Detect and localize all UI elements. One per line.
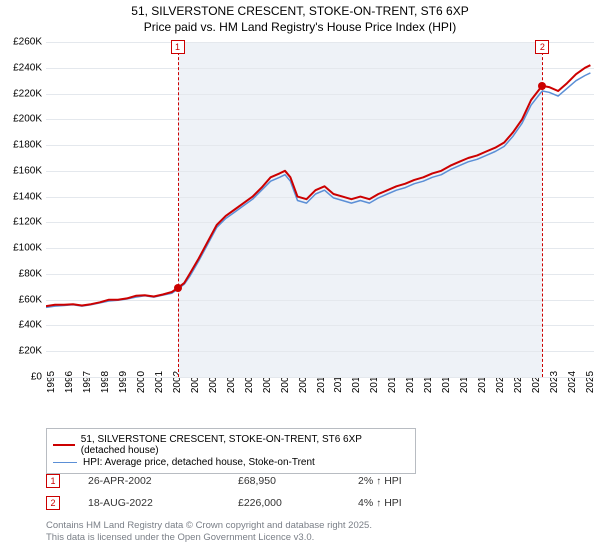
y-axis-label: £140K xyxy=(13,191,42,202)
line-series-svg xyxy=(46,42,594,377)
series-property xyxy=(46,65,590,306)
chart-container: £0 £20K £40K £60K £80K £100K £120K £140K £160K £1… xyxy=(0,42,600,422)
transaction-hpi-1: 2% ↑ HPI xyxy=(358,475,402,487)
plot-area: 12 xyxy=(46,42,594,377)
arrow-up-icon: ↑ xyxy=(376,498,381,509)
chart-marker-1: 1 xyxy=(171,40,185,54)
y-axis-label: £80K xyxy=(19,268,42,279)
chart-title-block: 51, SILVERSTONE CRESCENT, STOKE-ON-TRENT… xyxy=(0,0,600,35)
series-hpi xyxy=(46,73,590,308)
y-axis-label: £0 xyxy=(31,372,42,383)
transaction-row-1: 1 26-APR-2002 £68,950 2% ↑ HPI xyxy=(46,470,402,492)
y-axis-label: £240K xyxy=(13,62,42,73)
arrow-up-icon: ↑ xyxy=(376,476,381,487)
chart-marker-2: 2 xyxy=(535,40,549,54)
legend-swatch-hpi xyxy=(53,462,77,463)
transaction-row-2: 2 18-AUG-2022 £226,000 4% ↑ HPI xyxy=(46,492,402,514)
transaction-date-1: 26-APR-2002 xyxy=(88,475,238,487)
transaction-hpi-2: 4% ↑ HPI xyxy=(358,497,402,509)
chart-point-1 xyxy=(174,284,182,292)
legend-label-property: 51, SILVERSTONE CRESCENT, STOKE-ON-TRENT… xyxy=(81,434,409,456)
legend-box: 51, SILVERSTONE CRESCENT, STOKE-ON-TRENT… xyxy=(46,428,416,474)
transaction-table: 1 26-APR-2002 £68,950 2% ↑ HPI 2 18-AUG-… xyxy=(46,470,402,514)
footer-line-1: Contains HM Land Registry data © Crown c… xyxy=(46,520,372,532)
legend-swatch-property xyxy=(53,444,75,446)
transaction-marker-1: 1 xyxy=(46,474,60,488)
transaction-date-2: 18-AUG-2022 xyxy=(88,497,238,509)
transaction-marker-2: 2 xyxy=(46,496,60,510)
legend-row-hpi: HPI: Average price, detached house, Stok… xyxy=(53,457,409,468)
y-axis-label: £20K xyxy=(19,346,42,357)
transaction-price-2: £226,000 xyxy=(238,497,358,509)
y-axis-label: £260K xyxy=(13,37,42,48)
y-axis-label: £180K xyxy=(13,140,42,151)
y-axis-label: £120K xyxy=(13,217,42,228)
y-axis-label: £40K xyxy=(19,320,42,331)
y-axis-label: £60K xyxy=(19,294,42,305)
footer-attribution: Contains HM Land Registry data © Crown c… xyxy=(46,520,372,545)
footer-line-2: This data is licensed under the Open Gov… xyxy=(46,532,372,544)
legend-label-hpi: HPI: Average price, detached house, Stok… xyxy=(83,457,315,468)
legend-row-property: 51, SILVERSTONE CRESCENT, STOKE-ON-TRENT… xyxy=(53,434,409,456)
y-axis-label: £100K xyxy=(13,243,42,254)
chart-point-2 xyxy=(538,82,546,90)
y-axis-label: £160K xyxy=(13,165,42,176)
transaction-price-1: £68,950 xyxy=(238,475,358,487)
y-axis-label: £200K xyxy=(13,114,42,125)
title-line-1: 51, SILVERSTONE CRESCENT, STOKE-ON-TRENT… xyxy=(0,4,600,20)
y-axis-label: £220K xyxy=(13,88,42,99)
title-line-2: Price paid vs. HM Land Registry's House … xyxy=(0,20,600,36)
